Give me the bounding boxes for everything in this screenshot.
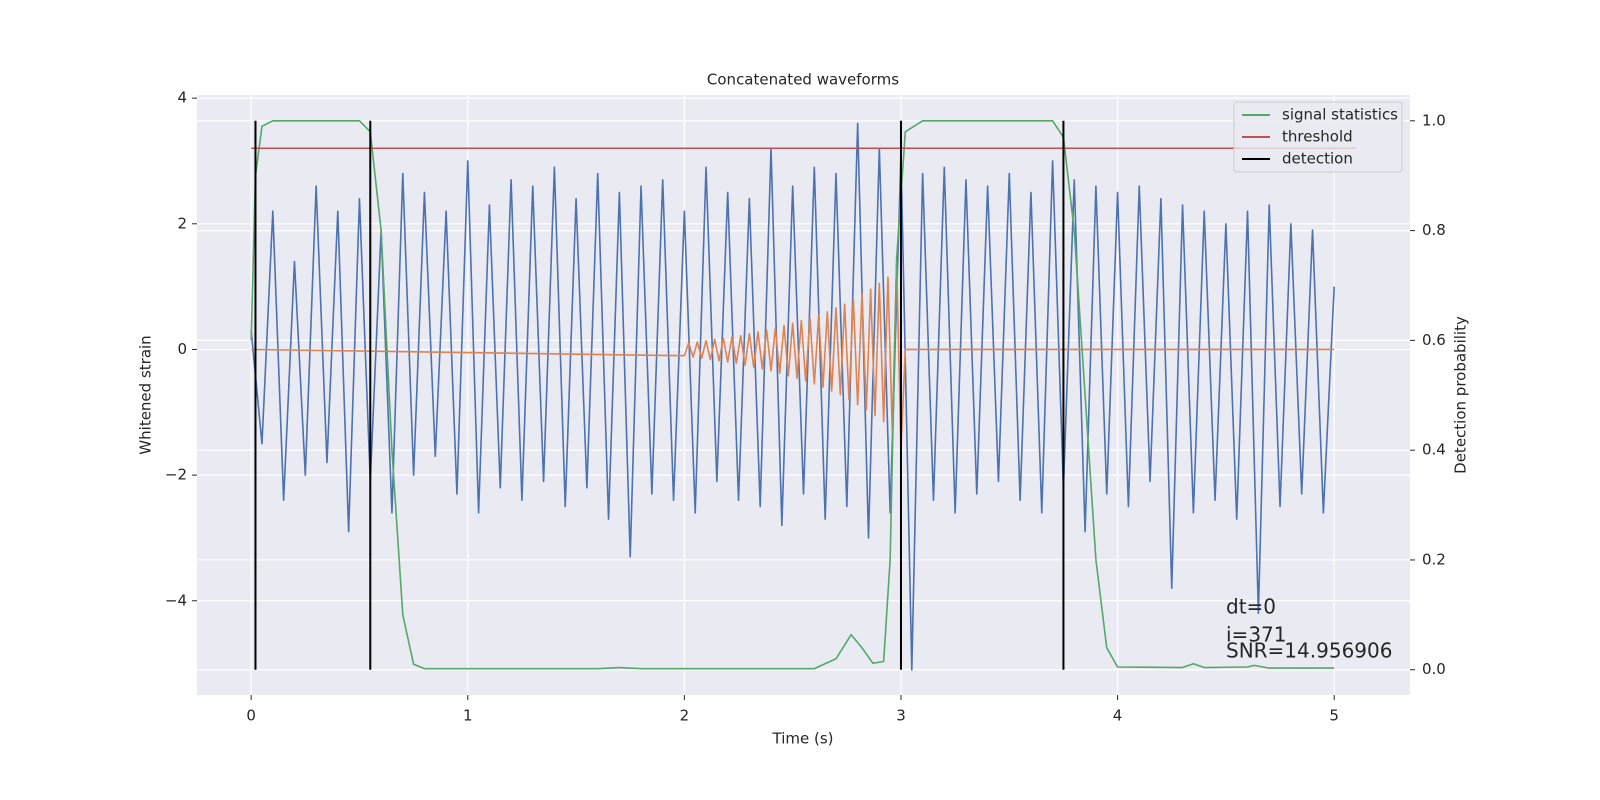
x-tick-label: 2 xyxy=(680,707,690,725)
x-tick-label: 0 xyxy=(246,707,256,725)
y-tick-label: 0 xyxy=(177,340,187,358)
y2-tick-label: 0.4 xyxy=(1422,441,1446,459)
plot-area xyxy=(197,95,1410,695)
y-tick-label: −4 xyxy=(165,591,187,609)
legend-label: signal statistics xyxy=(1282,106,1398,124)
y2-axis-label: Detection probability xyxy=(1452,316,1470,474)
x-tick-label: 5 xyxy=(1329,707,1339,725)
legend-label: threshold xyxy=(1282,128,1353,146)
y2-tick-label: 0.6 xyxy=(1422,331,1446,349)
legend-label: detection xyxy=(1282,150,1353,168)
annotation: i=371 xyxy=(1226,623,1287,647)
x-tick-label: 3 xyxy=(896,707,906,725)
y2-tick-label: 0.0 xyxy=(1422,660,1446,678)
marks xyxy=(250,120,1356,671)
x-axis-label: Time (s) xyxy=(772,730,834,748)
annotation: dt=0 xyxy=(1226,595,1276,619)
series-line xyxy=(251,260,1335,451)
x-tick-label: 1 xyxy=(463,707,473,725)
legend: signal statistics threshold detection xyxy=(1233,101,1403,173)
y2-tick-label: 0.8 xyxy=(1422,221,1446,239)
y2-tick-label: 1.0 xyxy=(1422,111,1446,129)
y-tick-label: 4 xyxy=(177,89,187,107)
y-axis-label: Whitened strain xyxy=(137,335,155,454)
legend-box xyxy=(1233,101,1403,173)
y-tick-label: 2 xyxy=(177,214,187,232)
series-line xyxy=(250,120,1335,670)
y2-tick-label: 0.2 xyxy=(1422,550,1446,568)
series-line xyxy=(250,122,1335,671)
y-tick-label: −2 xyxy=(165,466,187,484)
x-tick-label: 4 xyxy=(1113,707,1123,725)
chart-title: Concatenated waveforms xyxy=(707,71,899,89)
annotation: SNR=14.956906 xyxy=(1226,639,1392,663)
